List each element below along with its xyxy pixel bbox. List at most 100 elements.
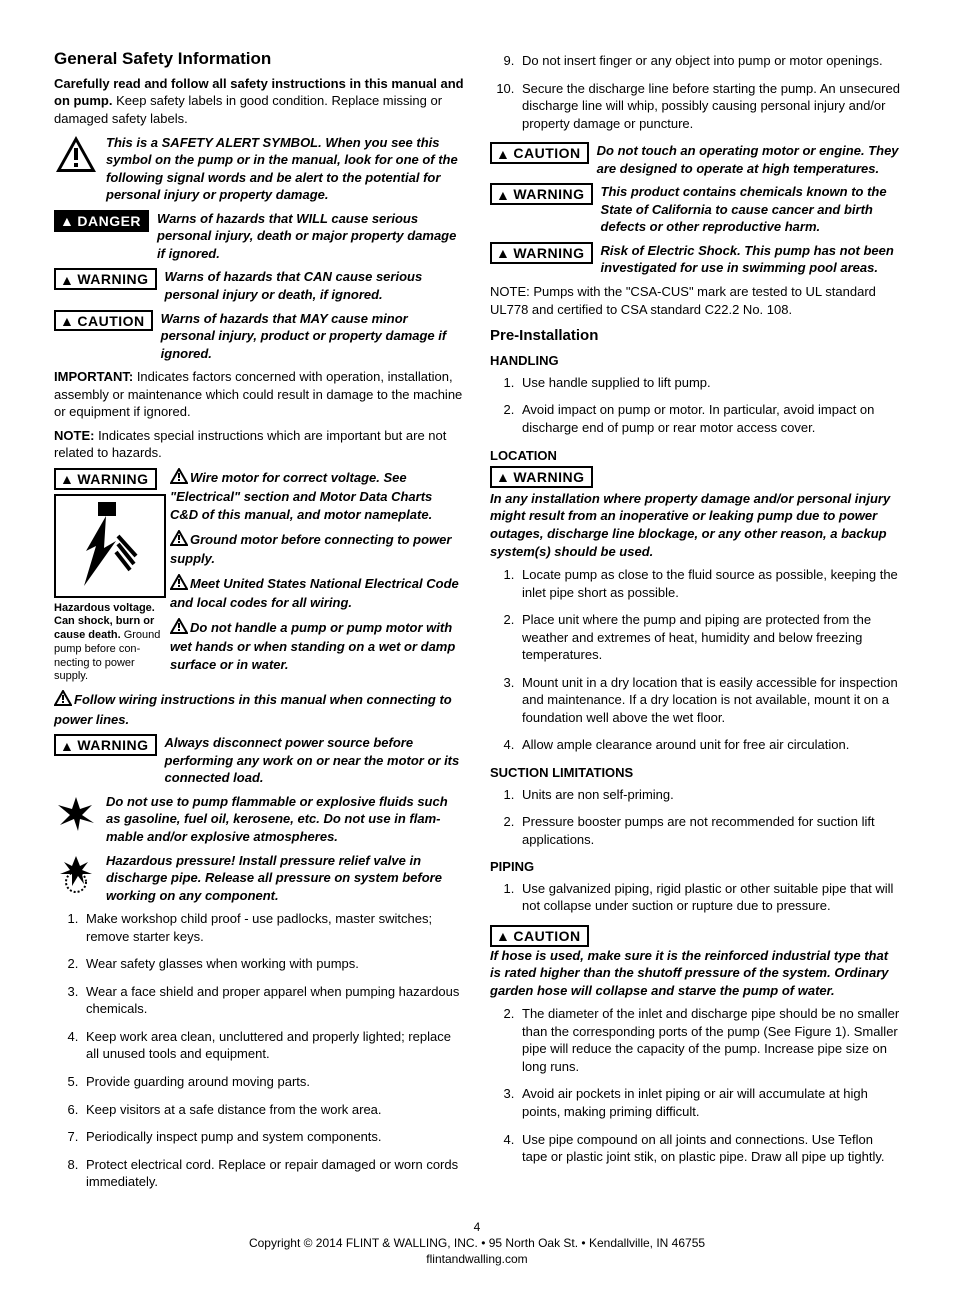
flammable-row: Do not use to pump flammable or explosiv… bbox=[54, 793, 464, 846]
piping-caution-text: If hose is used, make sure it is the rei… bbox=[490, 947, 900, 1000]
warning-triangle-icon: ▲ bbox=[496, 929, 510, 943]
safety-alert-symbol-icon bbox=[54, 134, 98, 179]
warning-sign: ▲WARNING bbox=[54, 734, 157, 756]
warning-sign: ▲WARNING bbox=[54, 468, 157, 490]
important-label: IMPORTANT: bbox=[54, 369, 133, 384]
left-column: General Safety Information Carefully rea… bbox=[54, 48, 464, 1201]
caution-sign: ▲CAUTION bbox=[490, 142, 589, 164]
heading-handling: HANDLING bbox=[490, 352, 900, 370]
page-number: 4 bbox=[54, 1219, 900, 1235]
warning-sign: ▲WARNING bbox=[490, 183, 593, 205]
warning-label: WARNING bbox=[77, 271, 148, 288]
heading-piping: PIPING bbox=[490, 858, 900, 876]
list-item: Make workshop child proof - use padlocks… bbox=[82, 910, 464, 945]
copyright-line: Copyright © 2014 FLINT & WALLING, INC. •… bbox=[54, 1235, 900, 1251]
pressure-text: Hazardous pressure! Install pressure rel… bbox=[106, 852, 464, 905]
warning-sign: ▲WARNING bbox=[490, 466, 593, 488]
safety-alert-symbol-row: This is a SAFETY ALERT SYMBOL. When you … bbox=[54, 134, 464, 204]
warning-shock-row: ▲WARNING Risk of Electric Shock. This pu… bbox=[490, 242, 900, 277]
shock-hazard-icon bbox=[54, 494, 166, 598]
caution-sign: ▲CAUTION bbox=[54, 310, 153, 332]
page-footer: 4 Copyright © 2014 FLINT & WALLING, INC.… bbox=[54, 1219, 900, 1268]
hazardous-voltage-block: ▲WARNING Hazardous volt­age. Can shock, … bbox=[54, 468, 464, 684]
warning-triangle-icon: ▲ bbox=[496, 188, 510, 202]
warning-triangle-icon: ▲ bbox=[60, 273, 74, 287]
note-label: NOTE: bbox=[54, 428, 94, 443]
caution-row: ▲CAUTION Warns of hazards that MAY cause… bbox=[54, 310, 464, 363]
warning-triangle-icon bbox=[170, 530, 188, 551]
important-paragraph: IMPORTANT: Indicates factors concerned w… bbox=[54, 368, 464, 421]
intro-paragraph: Carefully read and follow all safety ins… bbox=[54, 75, 464, 128]
warning-triangle-icon bbox=[54, 690, 72, 711]
list-item: Pressure booster pumps are not recommend… bbox=[518, 813, 900, 848]
warning-text: Warns of hazards that CAN cause serious … bbox=[165, 268, 464, 303]
list-item: Provide guarding around moving parts. bbox=[82, 1073, 464, 1091]
warning-triangle-icon: ▲ bbox=[60, 739, 74, 753]
warning-triangle-icon: ▲ bbox=[496, 246, 510, 260]
warning-chem-row: ▲WARNING This product contains chemicals… bbox=[490, 183, 900, 236]
caution-label: CAUTION bbox=[77, 313, 144, 330]
disconnect-text: Always disconnect power source before pe… bbox=[165, 734, 464, 787]
nec-text: Meet United States National Electrical C… bbox=[170, 576, 459, 611]
heading-suction: SUCTION LIMITATIONS bbox=[490, 764, 900, 782]
caution-sign: ▲CAUTION bbox=[490, 925, 589, 947]
note-text: Indicates special instructions which are… bbox=[54, 428, 446, 461]
danger-text: Warns of hazards that WILL cause serious… bbox=[157, 210, 464, 263]
heading-preinstall: Pre-Installation bbox=[490, 326, 900, 346]
warning-triangle-icon bbox=[170, 574, 188, 595]
two-column-layout: General Safety Information Carefully rea… bbox=[54, 48, 900, 1201]
ground-text: Ground motor before connecting to power … bbox=[170, 532, 451, 567]
warning-triangle-icon: ▲ bbox=[496, 147, 510, 161]
list-item: Protect electrical cord. Replace or repa… bbox=[82, 1156, 464, 1191]
disconnect-row: ▲WARNING Always disconnect power source … bbox=[54, 734, 464, 787]
location-list: Locate pump as close to the fluid source… bbox=[490, 566, 900, 754]
handling-list: Use handle supplied to lift pump. Avoid … bbox=[490, 374, 900, 437]
list-item: Avoid air pockets in inlet piping or air… bbox=[518, 1085, 900, 1120]
right-numbered-list-cont: Do not insert finger or any object into … bbox=[490, 52, 900, 132]
hazvolt-instructions: Wire motor for correct voltage. See "Ele… bbox=[170, 468, 464, 684]
warning-sign: ▲WARNING bbox=[490, 242, 593, 264]
left-numbered-list: Make workshop child proof - use padlocks… bbox=[54, 910, 464, 1191]
danger-row: ▲DANGER Warns of hazards that WILL cause… bbox=[54, 210, 464, 263]
warning-row: ▲WARNING Warns of hazards that CAN cause… bbox=[54, 268, 464, 303]
warning-triangle-icon: ▲ bbox=[60, 214, 74, 228]
warning-triangle-icon: ▲ bbox=[496, 470, 510, 484]
pressure-row: Hazardous pressure! Install pressure rel… bbox=[54, 852, 464, 905]
list-item: Use galvanized piping, rigid plastic or … bbox=[518, 880, 900, 915]
safety-alert-symbol-text: This is a SAFETY ALERT SYMBOL. When you … bbox=[106, 134, 464, 204]
list-item: The diameter of the inlet and discharge … bbox=[518, 1005, 900, 1075]
explosion-icon bbox=[54, 793, 98, 838]
right-column: Do not insert finger or any object into … bbox=[490, 48, 900, 1201]
list-item: Periodically inspect pump and system com… bbox=[82, 1128, 464, 1146]
location-warning-text: In any installation where property damag… bbox=[490, 490, 900, 560]
danger-sign: ▲DANGER bbox=[54, 210, 149, 232]
warning-triangle-icon bbox=[170, 618, 188, 639]
note-paragraph: NOTE: Indicates special instructions whi… bbox=[54, 427, 464, 462]
flammable-text: Do not use to pump flammable or explosiv… bbox=[106, 793, 464, 846]
heading-general-safety: General Safety Information bbox=[54, 48, 464, 71]
warning-triangle-icon bbox=[170, 468, 188, 489]
list-item: Keep visitors at a safe distance from th… bbox=[82, 1101, 464, 1119]
follow-wiring-text: Follow wiring instructions in this manua… bbox=[54, 690, 464, 728]
list-item: Wear safety glasses when working with pu… bbox=[82, 955, 464, 973]
list-item: Units are non self-priming. bbox=[518, 786, 900, 804]
warning-triangle-icon: ▲ bbox=[60, 472, 74, 486]
caution-hot-row: ▲CAUTION Do not touch an operating motor… bbox=[490, 142, 900, 177]
warning-triangle-icon: ▲ bbox=[60, 314, 74, 328]
caution-hot-text: Do not touch an operating motor or engin… bbox=[597, 142, 900, 177]
list-item: Do not insert finger or any object into … bbox=[518, 52, 900, 70]
csa-note: NOTE: Pumps with the "CSA-CUS" mark are … bbox=[490, 283, 900, 318]
wire-text: Wire motor for correct voltage. See "Ele… bbox=[170, 470, 432, 522]
list-item: Secure the discharge line before startin… bbox=[518, 80, 900, 133]
pressure-icon bbox=[54, 852, 98, 901]
intro-rest: Keep safety labels in good condition. Re… bbox=[54, 93, 442, 126]
list-item: Avoid impact on pump or motor. In partic… bbox=[518, 401, 900, 436]
list-item: Place unit where the pump and piping are… bbox=[518, 611, 900, 664]
list-item: Allow ample clearance around unit for fr… bbox=[518, 736, 900, 754]
piping-list-2: The diameter of the inlet and discharge … bbox=[490, 1005, 900, 1165]
warning-chem-text: This product contains chemicals known to… bbox=[601, 183, 900, 236]
danger-label: DANGER bbox=[77, 213, 141, 230]
list-item: Use pipe compound on all joints and conn… bbox=[518, 1131, 900, 1166]
piping-list-1: Use galvanized piping, rigid plastic or … bbox=[490, 880, 900, 915]
warning-sign: ▲WARNING bbox=[54, 268, 157, 290]
